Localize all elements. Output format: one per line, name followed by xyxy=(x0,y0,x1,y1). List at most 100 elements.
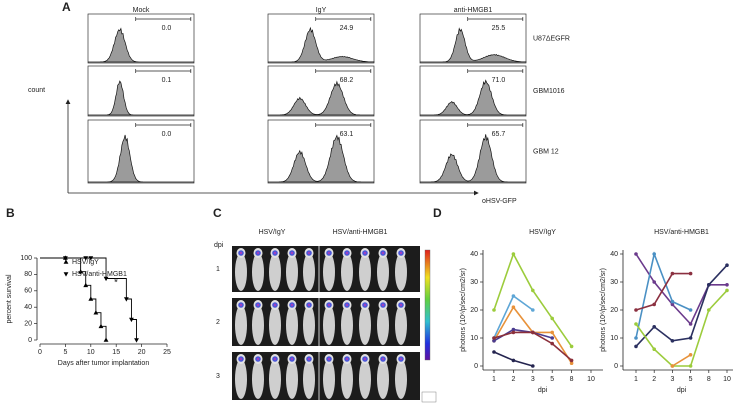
series-point xyxy=(688,364,693,368)
survival-marker xyxy=(134,338,139,343)
series-point xyxy=(670,271,675,276)
series-point xyxy=(550,330,554,335)
mouse-body xyxy=(395,359,407,399)
survival-marker xyxy=(123,297,129,302)
series-point xyxy=(688,322,693,326)
series-line xyxy=(635,272,691,311)
signal-core xyxy=(273,357,277,361)
gate-percent: 68.2 xyxy=(340,77,354,84)
signal-core xyxy=(345,357,349,361)
series-point xyxy=(688,336,693,340)
series-point xyxy=(492,350,496,354)
y-tick-label: 20 xyxy=(610,307,618,314)
survival-marker xyxy=(93,310,99,315)
y-tick-label: 0 xyxy=(474,363,478,370)
signal-core xyxy=(290,357,294,361)
histogram-frame xyxy=(87,13,195,64)
series-point xyxy=(511,327,516,332)
histogram-frame xyxy=(267,119,375,184)
signal-core xyxy=(381,357,385,361)
signal-core xyxy=(239,251,243,255)
series-point xyxy=(569,344,574,349)
survival-marker xyxy=(98,323,104,329)
series-point xyxy=(531,308,535,312)
chart-title: HSV/IgY xyxy=(529,229,556,236)
x-tick-label: 5 xyxy=(550,376,554,383)
y-tick-label: 10 xyxy=(470,335,478,342)
y-tick-label: 30 xyxy=(610,279,618,286)
signal-core xyxy=(345,303,349,307)
y-tick-label: 40 xyxy=(470,251,478,258)
signal-core xyxy=(363,357,367,361)
mouse-body xyxy=(286,359,298,399)
series-point xyxy=(531,330,535,335)
y-tick-label: 80 xyxy=(24,271,32,278)
x-tick-label: 10 xyxy=(87,349,95,356)
x-tick-label: 1 xyxy=(634,376,638,383)
mouse-body xyxy=(235,359,247,399)
legend-label: HSV/IgY xyxy=(72,259,99,266)
mouse-body xyxy=(269,359,281,399)
series-point xyxy=(531,364,535,368)
row-label: GBM1016 xyxy=(533,88,565,95)
x-tick-label: 15 xyxy=(112,349,120,356)
row-title: dpi xyxy=(214,242,224,249)
series-point xyxy=(634,344,638,349)
gate-percent: 0.1 xyxy=(162,77,172,84)
row-label: U87ΔEGFR xyxy=(533,35,570,42)
signal-core xyxy=(327,251,331,255)
signal-core xyxy=(363,251,367,255)
signal-core xyxy=(273,251,277,255)
x-tick-label: 10 xyxy=(587,376,595,383)
signal-core xyxy=(307,357,311,361)
x-tick-label: 3 xyxy=(670,376,674,383)
gate-percent: 0.0 xyxy=(162,131,172,138)
signal-core xyxy=(363,303,367,307)
signal-core xyxy=(381,251,385,255)
series-point xyxy=(725,288,729,293)
mouse-body xyxy=(395,305,407,345)
series-point xyxy=(652,252,656,256)
x-axis-label: dpi xyxy=(538,387,548,394)
y-tick-label: 20 xyxy=(470,307,478,314)
signal-core xyxy=(345,251,349,255)
histogram-frame xyxy=(87,119,195,184)
row-label: GBM 12 xyxy=(533,148,559,155)
histogram xyxy=(88,134,194,183)
y-axis-label: photons (10⁶/p/sec/cm2/sr) xyxy=(600,268,607,352)
survival-marker xyxy=(88,256,94,261)
series-point xyxy=(688,353,693,357)
row-label: 3 xyxy=(216,373,220,380)
panel-label: D xyxy=(433,206,442,220)
x-tick-label: 3 xyxy=(531,376,535,383)
histogram-frame xyxy=(87,65,195,117)
mouse-body xyxy=(377,253,389,291)
x-tick-label: 2 xyxy=(652,376,656,383)
histogram-frame xyxy=(419,13,527,64)
mouse-body xyxy=(286,253,298,291)
histogram xyxy=(420,79,526,116)
mouse-body xyxy=(269,305,281,345)
mouse-body xyxy=(359,305,371,345)
mouse-body xyxy=(359,253,371,291)
gate-percent: 71.0 xyxy=(492,77,506,84)
gate-percent: 0.0 xyxy=(162,25,172,32)
series-point xyxy=(725,283,729,287)
series-point xyxy=(492,339,496,343)
gate-percent: 65.7 xyxy=(492,131,506,138)
series-point xyxy=(511,330,516,335)
series-line xyxy=(671,354,692,367)
panel-label: B xyxy=(6,206,15,220)
significance: * xyxy=(114,278,118,289)
mouse-body xyxy=(341,253,353,291)
series-point xyxy=(670,364,675,368)
series-point xyxy=(670,339,675,343)
y-tick-label: 40 xyxy=(24,304,32,311)
series-point xyxy=(492,336,496,340)
histogram-frame xyxy=(267,13,375,64)
y-tick-label: 100 xyxy=(20,255,32,262)
mouse-body xyxy=(269,253,281,291)
gate-percent: 25.5 xyxy=(492,25,506,32)
mouse-body xyxy=(235,253,247,291)
series-line xyxy=(635,253,727,326)
